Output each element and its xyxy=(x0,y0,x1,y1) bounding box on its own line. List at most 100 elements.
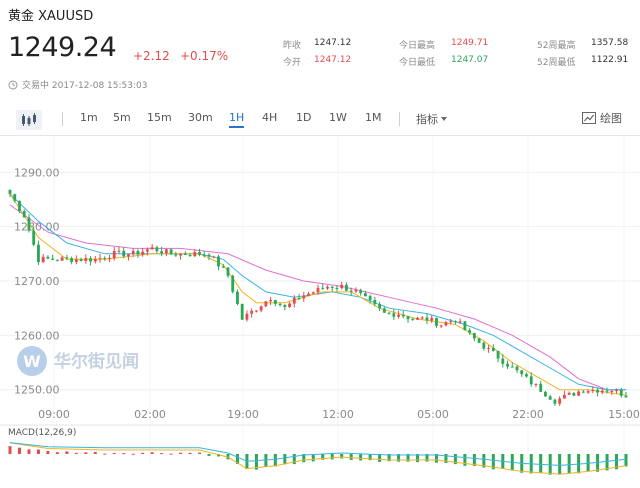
macd-bar xyxy=(65,451,69,454)
candle-body xyxy=(231,275,235,292)
candle-body xyxy=(212,256,216,258)
candle-body xyxy=(572,392,576,396)
candle-body xyxy=(117,250,121,252)
candle-body xyxy=(577,391,581,396)
candle-body xyxy=(22,211,26,218)
candle-body xyxy=(226,267,230,276)
macd-bar xyxy=(103,453,107,455)
candle-body xyxy=(150,247,154,250)
clock-icon xyxy=(8,80,18,89)
status-text: 交易中 2017-12-08 15:53:03 xyxy=(22,81,148,91)
candle-body xyxy=(567,392,571,395)
indicator-dropdown[interactable]: 指标 xyxy=(416,111,448,127)
candle-body xyxy=(330,286,334,288)
candle-body xyxy=(463,321,467,331)
macd-bar xyxy=(179,452,183,454)
stat-52w-low-label: 52周最低 xyxy=(537,58,576,68)
candle-body xyxy=(32,230,36,245)
watermark-logo-icon xyxy=(17,346,47,376)
timeframe-30m[interactable]: 30m xyxy=(188,111,213,124)
timeframe-15m[interactable]: 15m xyxy=(147,111,172,124)
candle-body xyxy=(60,257,64,261)
candle-body xyxy=(98,257,102,259)
candle-body xyxy=(202,254,206,256)
macd-bar xyxy=(141,452,145,454)
watermark: W 华尔街见闻 xyxy=(17,346,139,376)
y-tick-label: 1260.00 xyxy=(14,329,60,342)
x-tick-label: 19:00 xyxy=(227,408,259,421)
chart-type-button[interactable] xyxy=(16,110,42,130)
timeframe-1d[interactable]: 1D xyxy=(296,111,312,124)
candle-body xyxy=(74,259,78,263)
candle-body xyxy=(401,314,405,317)
candle-body xyxy=(529,376,533,385)
candle-body xyxy=(193,252,197,257)
candle-body xyxy=(27,217,31,231)
candle-body xyxy=(264,301,268,307)
candle-body xyxy=(501,358,505,364)
y-tick-label: 1280.00 xyxy=(14,221,60,234)
macd-bar xyxy=(491,454,495,470)
macd-bar xyxy=(586,454,590,472)
macd-bar xyxy=(434,454,438,463)
candle-body xyxy=(221,266,225,268)
candle-body xyxy=(292,297,296,304)
candle-body xyxy=(581,391,585,393)
candle-body xyxy=(46,256,50,259)
candle-body xyxy=(335,287,339,289)
macd-bar xyxy=(416,454,420,463)
macd-label: MACD(12,26,9) xyxy=(8,428,76,438)
macd-bar xyxy=(169,453,173,455)
candle-body xyxy=(615,389,618,392)
candle-body xyxy=(487,347,491,349)
candle-body xyxy=(236,291,239,304)
timeframe-1w[interactable]: 1W xyxy=(329,111,347,124)
candle-body xyxy=(103,257,107,259)
macd-bar xyxy=(406,454,410,462)
candle-body xyxy=(70,258,74,263)
chart-area[interactable]: W 华尔街见闻 1290.00 1280.00 1270.00 1260.00 1250… xyxy=(0,135,640,484)
timeframe-1m[interactable]: 1m xyxy=(80,111,98,124)
candle-body xyxy=(506,363,509,367)
candle-body xyxy=(141,251,145,255)
macd-bar xyxy=(548,454,552,475)
macd-bar xyxy=(387,454,391,462)
macd-bar xyxy=(378,454,382,462)
price-chart[interactable]: W 华尔街见闻 1290.00 1280.00 1270.00 1260.00 1250… xyxy=(0,136,640,484)
timeframe-1mo[interactable]: 1M xyxy=(365,111,382,124)
candle-body xyxy=(453,321,457,323)
macd-bar xyxy=(198,452,202,454)
macd-bar xyxy=(340,454,344,459)
x-tick-label: 12:00 xyxy=(322,408,354,421)
draw-label: 绘图 xyxy=(600,112,622,125)
macd-bar xyxy=(207,454,211,456)
macd-bar xyxy=(112,452,116,454)
timeframe-5m[interactable]: 5m xyxy=(113,111,131,124)
timeframe-4h[interactable]: 4H xyxy=(262,111,278,124)
candle-body xyxy=(240,303,244,320)
candle-body xyxy=(544,391,547,397)
candle-body xyxy=(345,284,348,291)
candle-body xyxy=(217,256,220,267)
timeframe-1h[interactable]: 1H xyxy=(229,111,245,128)
candle-body xyxy=(311,292,315,294)
candle-body xyxy=(307,293,310,296)
candle-body xyxy=(316,287,320,293)
candle-body xyxy=(155,247,159,252)
candle-body xyxy=(610,391,614,393)
candle-body xyxy=(586,391,590,393)
macd-bar xyxy=(397,454,401,462)
candle-body xyxy=(340,284,344,289)
macd-bar xyxy=(472,454,476,466)
macd-bar xyxy=(273,454,277,467)
candle-body xyxy=(93,258,97,262)
stat-52w-high-label: 52周最高 xyxy=(537,41,576,51)
candle-body xyxy=(435,317,438,326)
draw-button[interactable]: 绘图 xyxy=(582,110,622,126)
candle-body xyxy=(122,250,126,257)
toolbar-divider xyxy=(399,112,400,126)
candle-body xyxy=(108,258,111,260)
candle-body xyxy=(525,374,528,377)
candle-body xyxy=(439,325,443,327)
candle-body xyxy=(605,390,609,392)
